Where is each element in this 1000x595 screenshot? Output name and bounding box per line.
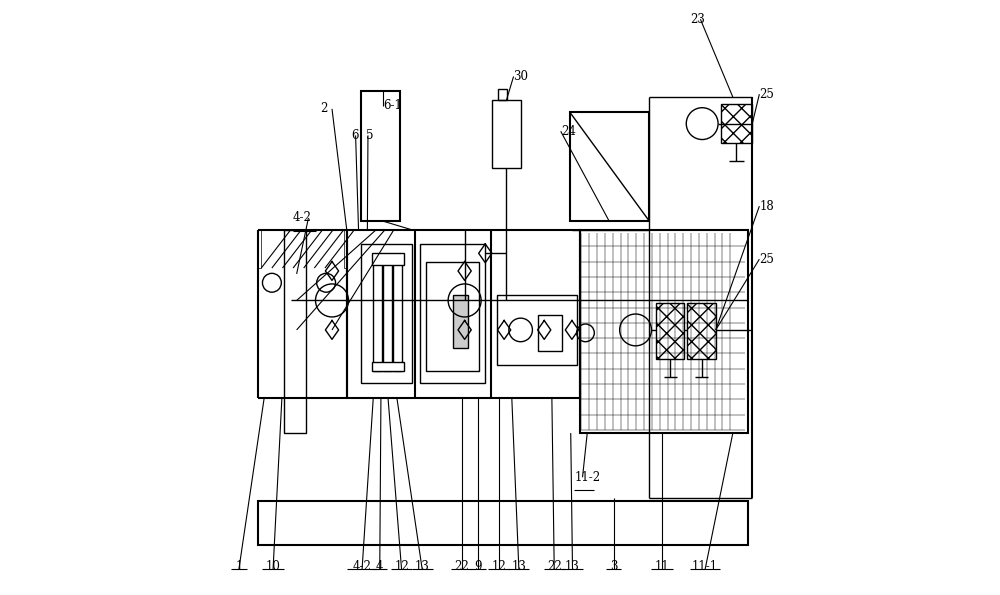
Text: 6-1: 6-1 [383,99,402,112]
Bar [284,230,306,433]
Bar [372,362,404,371]
Bar [372,253,404,265]
Text: 13: 13 [511,560,526,573]
Text: 13: 13 [415,560,430,573]
Text: 12: 12 [491,560,506,573]
Text: 11: 11 [655,560,669,573]
Text: 5: 5 [366,129,373,142]
Bar [347,230,580,397]
Bar [687,303,716,359]
Text: 23: 23 [690,12,705,26]
Text: 25: 25 [759,87,774,101]
Text: 11-2: 11-2 [574,471,600,484]
Bar [492,100,521,168]
Text: 4-2: 4-2 [353,560,372,573]
Bar [538,315,562,350]
Text: 6: 6 [351,129,359,142]
Bar [344,230,347,268]
Bar [453,295,468,347]
Bar [580,230,748,433]
Bar [420,245,485,383]
Bar [393,262,402,371]
Bar [497,295,577,365]
Bar [383,262,392,371]
Text: 1: 1 [235,560,243,573]
Text: 2: 2 [320,102,328,115]
Text: 4: 4 [376,560,384,573]
Text: 22: 22 [547,560,562,573]
Text: 18: 18 [759,200,774,212]
Bar [721,104,752,143]
Text: 3: 3 [610,560,618,573]
Text: 10: 10 [266,560,281,573]
Bar [570,112,649,221]
Bar [656,303,684,359]
Bar [361,91,400,221]
Bar [426,262,479,371]
Bar [258,230,261,268]
Text: 4-2: 4-2 [293,211,311,224]
Bar [361,245,412,383]
Text: 30: 30 [514,70,529,83]
Bar [498,89,507,100]
Text: 11-1: 11-1 [692,560,718,573]
Bar [258,501,748,545]
Text: 12: 12 [394,560,409,573]
Bar [373,262,382,371]
Text: 9: 9 [474,560,482,573]
Text: 13: 13 [565,560,580,573]
Text: 22: 22 [454,560,469,573]
Text: 24: 24 [561,125,576,138]
Text: 25: 25 [759,253,774,266]
